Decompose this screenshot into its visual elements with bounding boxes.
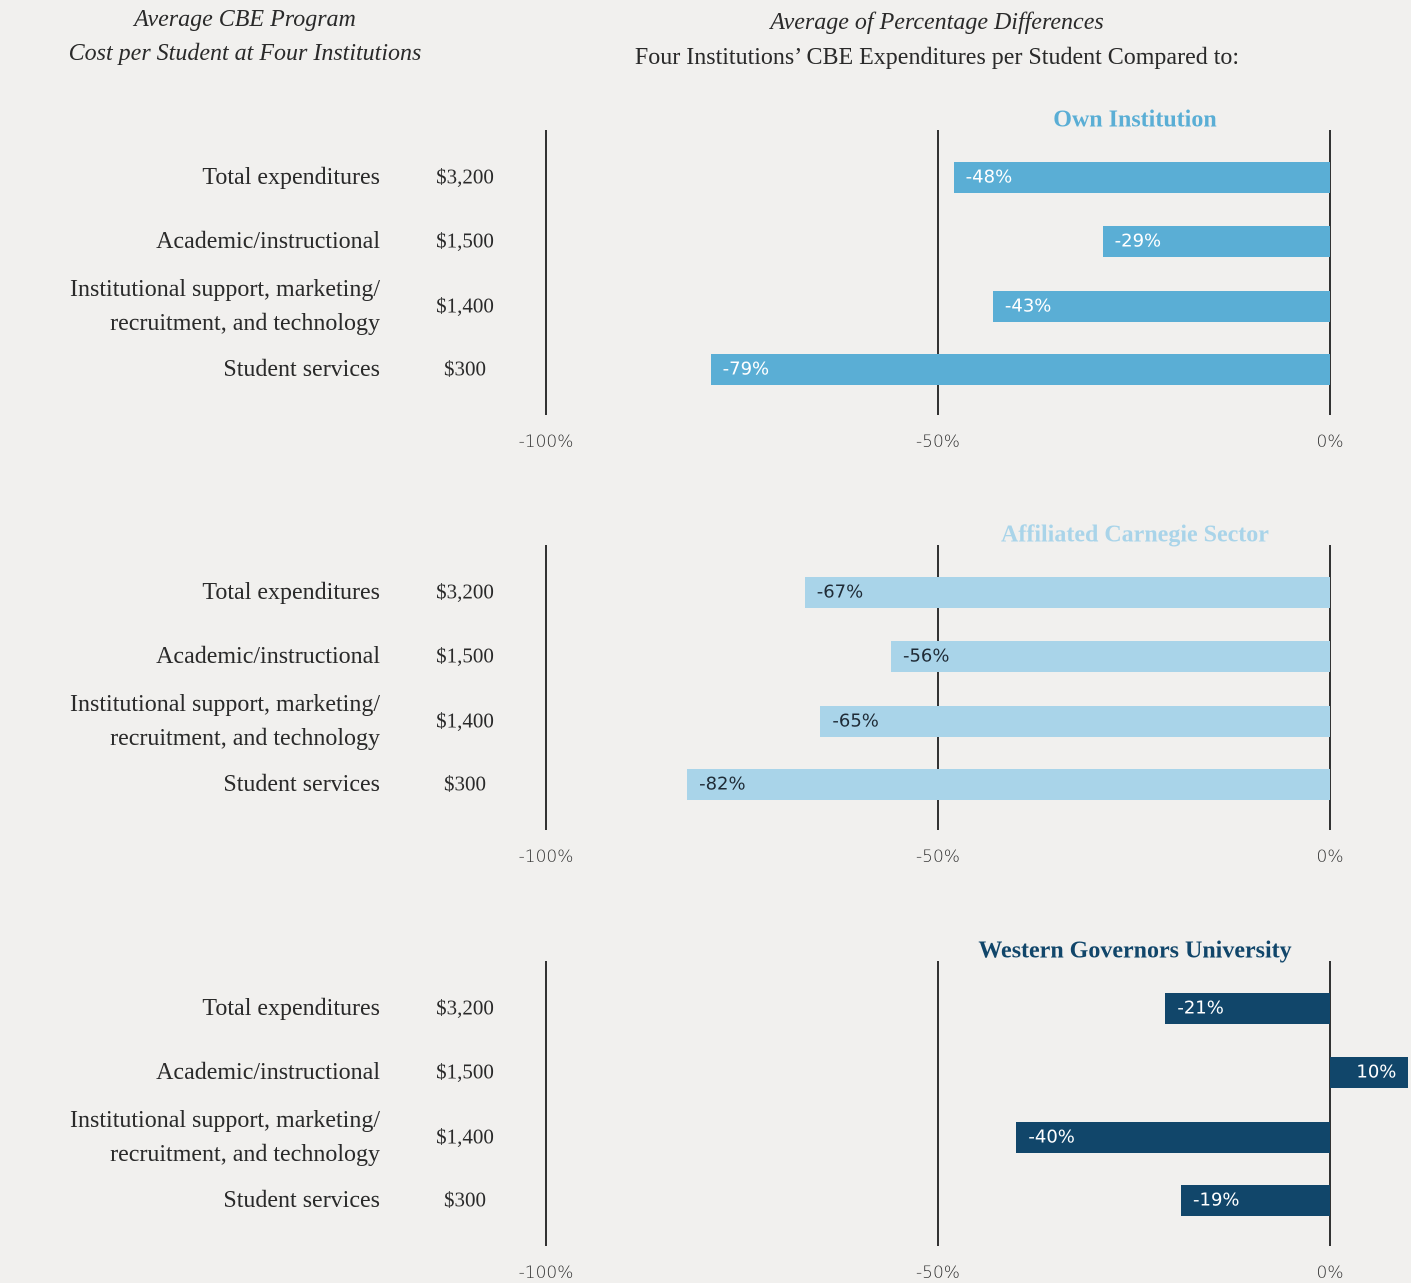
- x-tick-label: -100%: [518, 1263, 574, 1283]
- grid-line: [545, 545, 547, 830]
- category-label: Total expenditures: [202, 995, 380, 1021]
- cost-label: $300: [444, 771, 486, 796]
- cost-label: $300: [444, 1187, 486, 1212]
- bar: [1330, 1056, 1409, 1088]
- category-label: Academic/instructional: [156, 1059, 380, 1085]
- bar: [1102, 225, 1330, 257]
- grid-line: [1329, 545, 1331, 830]
- right-title: Average of Percentage Differences: [770, 9, 1104, 35]
- grid-line: [1329, 130, 1331, 415]
- x-tick-label: -100%: [518, 847, 574, 867]
- value-label: -82%: [699, 773, 746, 795]
- bar: [804, 576, 1330, 608]
- value-label: 10%: [1356, 1061, 1397, 1083]
- bar: [1016, 1121, 1330, 1153]
- panel-title: Affiliated Carnegie Sector: [1001, 521, 1269, 548]
- x-tick-label: 0%: [1316, 1263, 1344, 1283]
- value-label: -67%: [816, 581, 864, 603]
- panel-title: Western Governors University: [978, 937, 1292, 964]
- value-label: -48%: [965, 166, 1013, 188]
- grid-line: [545, 961, 547, 1246]
- x-tick-label: 0%: [1316, 432, 1344, 452]
- grid-line: [937, 545, 939, 830]
- grid-line: [545, 130, 547, 415]
- bar: [992, 290, 1330, 322]
- category-label: Student services: [223, 771, 380, 797]
- value-label: -43%: [1004, 295, 1052, 317]
- x-tick-label: -50%: [916, 432, 960, 452]
- bar: [710, 353, 1330, 385]
- category-label: Total expenditures: [202, 164, 380, 190]
- cost-label: $1,500: [436, 643, 494, 668]
- category-label: Student services: [223, 1187, 380, 1213]
- category-label: Institutional support, marketing/ recrui…: [70, 276, 380, 336]
- bar: [687, 768, 1330, 800]
- value-label: -19%: [1193, 1189, 1240, 1211]
- x-tick-label: -100%: [518, 432, 574, 452]
- value-label: -21%: [1177, 997, 1224, 1019]
- left-title: Average CBE Program Cost per Student at …: [68, 6, 422, 66]
- category-label: Institutional support, marketing/ recrui…: [70, 691, 380, 751]
- cost-label: $1,400: [436, 708, 494, 733]
- x-tick-label: -50%: [916, 847, 960, 867]
- value-label: -65%: [832, 710, 879, 732]
- cost-label: $1,400: [436, 1124, 494, 1149]
- category-label: Total expenditures: [202, 579, 380, 605]
- cost-label: $3,200: [436, 995, 494, 1020]
- panel-title: Own Institution: [1053, 106, 1217, 133]
- cost-label: $300: [444, 356, 486, 381]
- bar: [953, 161, 1330, 193]
- x-tick-label: 0%: [1316, 847, 1344, 867]
- value-label: -79%: [722, 358, 770, 380]
- bar: [820, 705, 1330, 737]
- right-subtitle: Four Institutions’ CBE Expenditures per …: [634, 44, 1240, 70]
- category-label: Institutional support, marketing/ recrui…: [70, 1107, 380, 1167]
- cost-label: $1,400: [436, 293, 494, 318]
- value-label: -29%: [1114, 230, 1162, 252]
- category-label: Academic/instructional: [156, 228, 380, 254]
- cost-label: $1,500: [436, 228, 494, 253]
- category-label: Academic/instructional: [156, 643, 380, 669]
- category-label: Student services: [223, 356, 380, 382]
- bar: [1165, 992, 1330, 1024]
- cost-label: $3,200: [436, 579, 494, 604]
- value-label: -56%: [902, 645, 950, 667]
- grid-line: [1329, 961, 1331, 1246]
- bar: [1181, 1184, 1330, 1216]
- grid-line: [937, 130, 939, 415]
- cost-label: $3,200: [436, 164, 494, 189]
- value-label: -40%: [1028, 1126, 1075, 1148]
- x-tick-label: -50%: [916, 1263, 960, 1283]
- cost-label: $1,500: [436, 1059, 494, 1084]
- bar: [890, 640, 1330, 672]
- grid-line: [937, 961, 939, 1246]
